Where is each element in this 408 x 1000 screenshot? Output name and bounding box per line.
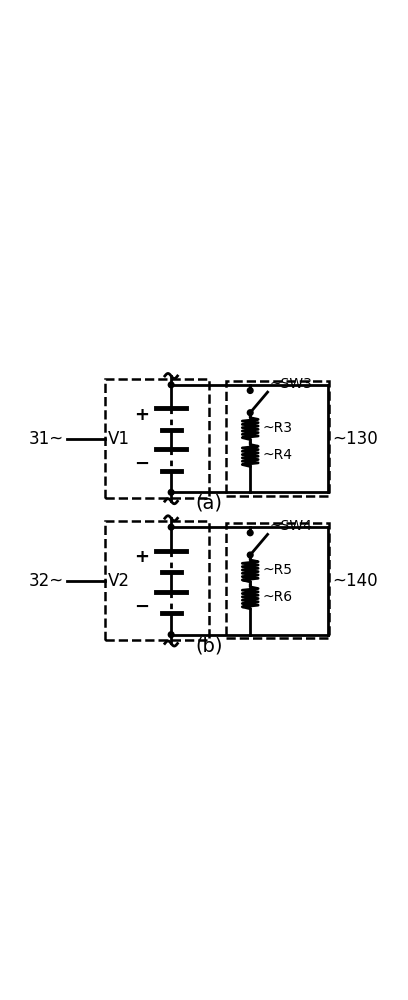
Circle shape <box>169 524 174 530</box>
Text: V1: V1 <box>108 430 130 448</box>
Circle shape <box>247 552 253 558</box>
Text: ~130: ~130 <box>333 430 378 448</box>
Text: 31~: 31~ <box>29 430 64 448</box>
Text: ~140: ~140 <box>333 572 378 590</box>
Circle shape <box>169 382 174 388</box>
Text: ~R5: ~R5 <box>262 563 292 577</box>
Text: ~R6: ~R6 <box>262 590 293 604</box>
Text: −: − <box>134 455 149 473</box>
Text: (b): (b) <box>195 636 223 655</box>
Text: ~SW4: ~SW4 <box>269 519 312 533</box>
Text: (a): (a) <box>195 494 223 513</box>
Text: ~SW3: ~SW3 <box>269 377 312 391</box>
Text: ~R3: ~R3 <box>262 421 292 435</box>
Circle shape <box>169 632 174 637</box>
Text: 32~: 32~ <box>29 572 64 590</box>
Circle shape <box>247 410 253 416</box>
Circle shape <box>247 388 253 393</box>
Text: +: + <box>134 548 149 566</box>
Text: −: − <box>134 598 149 616</box>
Text: V2: V2 <box>108 572 130 590</box>
Text: +: + <box>134 406 149 424</box>
Circle shape <box>169 490 174 495</box>
Text: ~R4: ~R4 <box>262 448 292 462</box>
Circle shape <box>247 530 253 536</box>
